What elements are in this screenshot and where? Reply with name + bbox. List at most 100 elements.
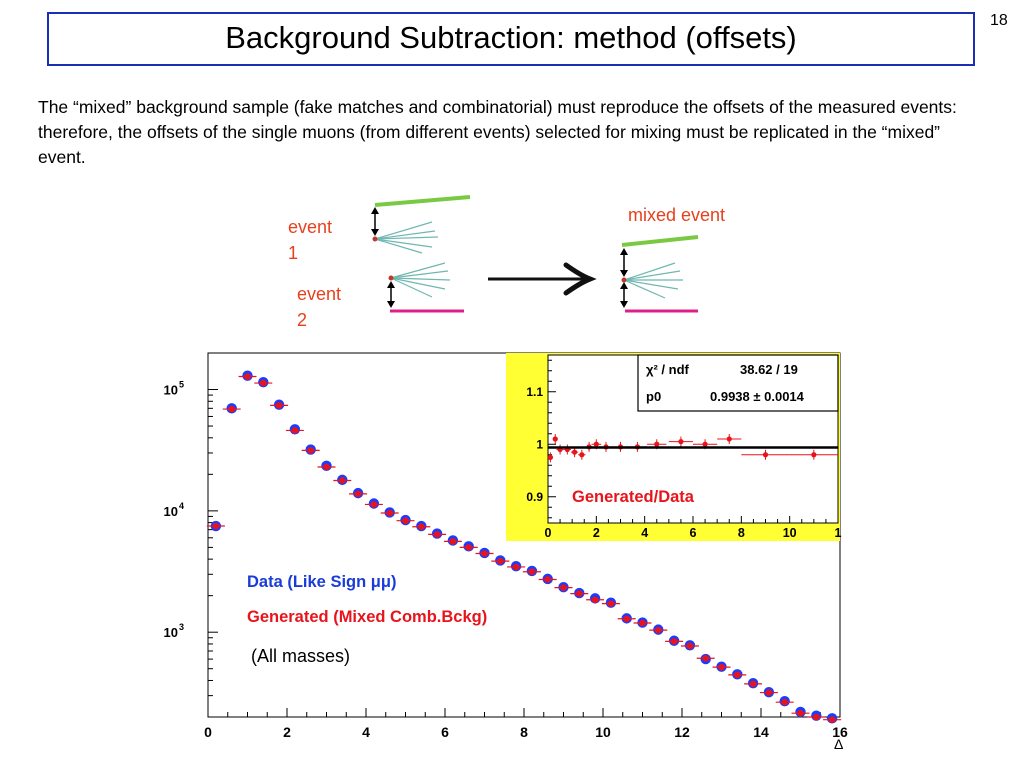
inset-x-tick-label: 4 — [641, 526, 648, 540]
generated-point — [307, 447, 314, 454]
inset-y-tick-label: 0.9 — [526, 490, 543, 504]
y-tick-label-base: 10 — [164, 504, 178, 519]
x-tick-label: 16 — [832, 724, 848, 740]
y-tick-label-exponent: 5 — [179, 380, 184, 390]
generated-point — [354, 490, 362, 498]
generated-point — [291, 427, 299, 434]
generated-point — [497, 557, 504, 565]
inset-point — [654, 441, 660, 447]
x-axis-label: Δ — [834, 736, 843, 752]
arrow-icon — [488, 262, 597, 296]
x-tick-label: 12 — [674, 724, 690, 740]
generated-point — [702, 654, 709, 662]
x-tick-label: 14 — [753, 724, 769, 740]
generated-point — [339, 477, 346, 484]
inset-y-tick-label: 1.1 — [526, 385, 543, 399]
generated-point — [481, 550, 488, 557]
y-tick-label-exponent: 3 — [179, 622, 184, 632]
inset-point — [552, 436, 558, 442]
legend-data: Data (Like Sign μμ) — [247, 573, 396, 591]
event-mixing-diagram: event 1 event 2 mixed event — [288, 195, 725, 330]
generated-point — [607, 600, 615, 607]
event2-label-line2: 2 — [297, 310, 307, 330]
generated-point — [591, 596, 599, 604]
generated-point — [528, 568, 536, 576]
generated-point — [402, 517, 409, 524]
inset-label: Generated/Data — [572, 488, 695, 506]
generated-point — [813, 713, 820, 721]
generated-point — [275, 402, 283, 409]
inset-point — [571, 449, 578, 455]
generated-point — [797, 709, 804, 717]
generated-point — [734, 671, 741, 679]
event2-label-line1: event — [297, 284, 341, 304]
inset-x-tick-label: 1 — [835, 526, 842, 540]
inset-point — [811, 452, 817, 458]
generated-point — [228, 405, 235, 413]
fit-label-p0: p0 — [646, 389, 661, 404]
generated-point — [370, 501, 378, 508]
generated-point — [686, 642, 694, 650]
generated-point — [749, 680, 757, 688]
x-tick-label: 10 — [595, 724, 611, 740]
inset-point — [593, 441, 599, 447]
generated-point — [465, 544, 473, 551]
generated-point — [765, 689, 773, 696]
generated-point — [623, 615, 630, 623]
fit-label-chi2: χ² / ndf — [646, 362, 690, 377]
x-tick-label: 4 — [362, 724, 370, 740]
fit-stat-box — [637, 354, 839, 412]
fit-value-chi2: 38.62 / 19 — [740, 362, 798, 377]
inset-x-tick-label: 6 — [690, 526, 697, 540]
event1-graphic — [371, 195, 471, 254]
inset-point — [579, 452, 585, 458]
inset-y-tick-label: 1 — [536, 437, 543, 451]
mixed-event-label: mixed event — [628, 205, 725, 225]
slide-title: Background Subtraction: method (offsets) — [225, 20, 797, 55]
legend-generated: Generated (Mixed Comb.Bckg) — [247, 608, 487, 626]
inset-x-tick-label: 2 — [593, 526, 600, 540]
fit-value-p0: 0.9938 ± 0.0014 — [710, 389, 805, 404]
page-number: 18 — [990, 12, 1008, 29]
inset-point — [547, 454, 554, 460]
generated-point — [828, 716, 836, 724]
generated-point — [386, 509, 393, 517]
inset-point — [726, 436, 732, 442]
inset-point — [678, 439, 684, 445]
x-tick-label: 0 — [204, 724, 212, 740]
y-tick-label-base: 10 — [164, 383, 178, 398]
generated-point — [639, 619, 646, 627]
title-box: Background Subtraction: method (offsets) — [47, 12, 975, 66]
inset-point — [702, 441, 708, 447]
event1-label-line1: event — [288, 217, 332, 237]
x-tick-label: 8 — [520, 724, 528, 740]
inset-x-tick-label: 0 — [545, 526, 552, 540]
generated-point — [433, 531, 441, 538]
generated-point — [544, 576, 551, 583]
generated-point — [244, 373, 251, 380]
event2-graphic — [387, 262, 464, 313]
y-tick-label-base: 10 — [164, 625, 178, 640]
mixed-event-graphic — [620, 235, 699, 313]
generated-point — [260, 379, 267, 387]
inset-x-tick-label: 10 — [783, 526, 797, 540]
generated-point — [560, 584, 567, 591]
generated-point — [512, 563, 520, 571]
generated-point — [718, 663, 725, 671]
generated-point — [323, 463, 330, 471]
event1-label-line2: 1 — [288, 243, 298, 263]
generated-point — [449, 538, 457, 545]
generated-point — [212, 522, 220, 530]
x-tick-label: 2 — [283, 724, 291, 740]
generated-point — [655, 626, 662, 634]
inset-plot: 0 2 4 6 8 10 1 1.110.9 χ² / ndf 38.62 / 19 p0 … — [506, 353, 842, 541]
generated-point — [418, 523, 425, 531]
inset-point — [762, 452, 769, 458]
annotation-all-masses: (All masses) — [251, 646, 350, 666]
generated-point — [781, 698, 788, 706]
body-paragraph: The “mixed” background sample (fake matc… — [38, 97, 957, 167]
generated-point — [670, 638, 678, 645]
x-tick-label: 6 — [441, 724, 449, 740]
generated-point — [576, 590, 583, 597]
